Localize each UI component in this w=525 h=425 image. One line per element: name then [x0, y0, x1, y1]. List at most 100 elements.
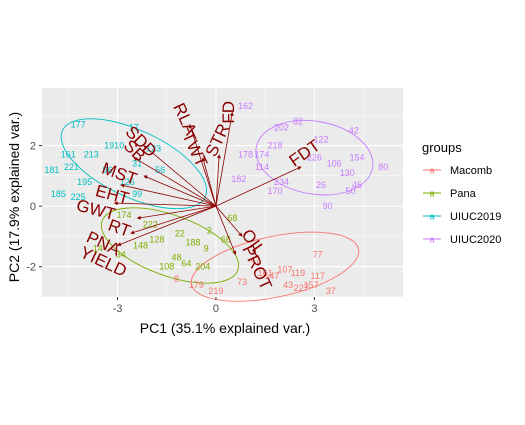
y-axis-ticks: -2 0 2 — [26, 141, 42, 274]
point-label: 148 — [133, 241, 148, 251]
point-label: 80 — [378, 162, 388, 172]
point-label: 195 — [77, 177, 92, 187]
point-label: 130 — [340, 168, 355, 178]
point-label: 177 — [71, 119, 86, 129]
legend-item-pana: Pana — [450, 188, 477, 200]
point-label: 26 — [316, 180, 326, 190]
point-label: 161 — [258, 268, 273, 278]
x-axis-title: PC1 (35.1% explained var.) — [140, 320, 310, 336]
ellipse-macomb — [190, 231, 360, 302]
point-label: 77 — [313, 250, 323, 260]
loading-arrows — [113, 111, 302, 255]
point-label: 188 — [185, 237, 200, 247]
loading-arrow-fd — [215, 111, 234, 207]
point-label: 96 — [103, 165, 113, 175]
point-label: 128 — [149, 234, 164, 244]
loading-arrow-yield — [117, 205, 217, 247]
point-label: 157 — [304, 280, 319, 290]
point-label: 218 — [267, 141, 282, 151]
point-label: 174 — [254, 150, 269, 160]
point-label: 99 — [132, 189, 142, 199]
loading-arrow-eht — [120, 183, 217, 207]
point-label: 48 — [172, 253, 182, 263]
point-label: 73 — [237, 277, 247, 287]
point-label: 37 — [326, 286, 336, 296]
point-label: 17 — [129, 122, 139, 132]
point-label: 47 — [250, 256, 260, 266]
legend-key-letter: a — [429, 212, 434, 222]
point-label: 8 — [174, 274, 179, 284]
point-label: 31 — [132, 159, 142, 169]
point-label: 219 — [208, 286, 223, 296]
point-label: 64 — [181, 259, 191, 269]
point-label: 154 — [350, 153, 365, 163]
point-label: 222 — [143, 219, 158, 229]
x-tick-label: -3 — [113, 303, 123, 315]
loading-arrow-oil — [215, 205, 243, 237]
point-label: 68 — [221, 234, 231, 244]
point-label: 202 — [274, 122, 289, 132]
point-label: 185 — [51, 189, 66, 199]
point-label: 181 — [44, 165, 59, 175]
legend-title: groups — [422, 140, 462, 155]
point-label: 221 — [64, 162, 79, 172]
point-label: 106 — [327, 159, 342, 169]
loading-arrow-fdt — [215, 166, 302, 207]
point-label: 68 — [227, 213, 237, 223]
ellipse-uiuc2020 — [255, 119, 374, 196]
y-tick-label: -2 — [26, 262, 36, 274]
loading-arrow-prot — [215, 205, 237, 255]
point-label: 82 — [293, 116, 303, 126]
point-label: 22 — [175, 228, 185, 238]
legend-item-macomb: Macomb — [450, 165, 492, 177]
point-label: 170 — [267, 186, 282, 196]
point-label: 234 — [274, 177, 289, 187]
loading-arrow-mst — [143, 175, 217, 207]
point-label: 126 — [120, 177, 135, 187]
point-label: 34 — [116, 250, 126, 260]
point-label: 50 — [345, 186, 355, 196]
point-label: 178 — [238, 150, 253, 160]
point-label: 42 — [349, 125, 359, 135]
loading-arrow-sdd — [143, 145, 217, 207]
point-label: 119 — [291, 268, 305, 278]
legend-item-uiuc2019: UIUC2019 — [450, 211, 501, 223]
point-label: 43 — [283, 280, 293, 290]
x-tick-label: 0 — [213, 303, 219, 315]
loading-arrow-twt — [201, 157, 217, 207]
point-label: 90 — [323, 201, 333, 211]
point-label: 161 — [61, 150, 76, 160]
point-label: 117 — [310, 271, 324, 281]
point-label: 46 — [352, 180, 362, 190]
point-label: 9 — [204, 244, 209, 254]
point-label: 1910 — [104, 141, 124, 151]
x-axis-ticks: -3 0 3 — [113, 297, 317, 315]
point-label: 56 — [155, 165, 165, 175]
loading-arrow-rla — [188, 123, 217, 207]
point-label: 107 — [277, 265, 292, 275]
loading-arrow-pna — [130, 205, 217, 235]
legend-key-letter: a — [429, 166, 434, 176]
point-label: 226 — [307, 153, 322, 163]
point-label: 108 — [159, 262, 174, 272]
point-label: 114 — [255, 162, 269, 172]
point-label: 227 — [294, 283, 309, 293]
point-label: 204 — [195, 262, 210, 272]
y-tick-label: 2 — [30, 141, 36, 153]
ellipse-pana — [100, 207, 240, 284]
point-label: 123 — [146, 144, 161, 154]
loading-arrow-gwt — [113, 201, 216, 207]
point-label: 225 — [71, 192, 86, 202]
y-tick-label: 0 — [30, 201, 36, 213]
loading-label-fd: FD — [219, 101, 238, 124]
point-label: 14 — [93, 244, 103, 254]
point-label: 122 — [313, 134, 328, 144]
legend-item-uiuc2020: UIUC2020 — [450, 234, 501, 246]
point-label: 182 — [231, 174, 246, 184]
point-label: 174 — [117, 210, 132, 220]
legend-key-letter: a — [429, 189, 434, 199]
point-label: 147 — [264, 271, 279, 281]
loading-arrow-sb — [133, 157, 217, 207]
